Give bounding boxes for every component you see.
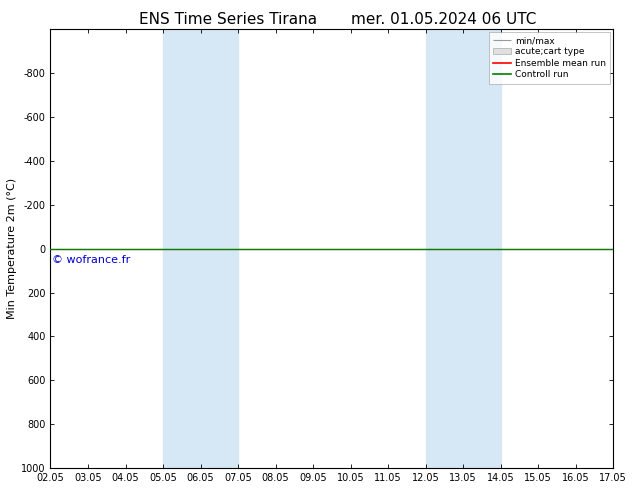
Bar <box>425 29 501 468</box>
Text: mer. 01.05.2024 06 UTC: mer. 01.05.2024 06 UTC <box>351 12 536 27</box>
Text: ENS Time Series Tirana: ENS Time Series Tirana <box>139 12 317 27</box>
Legend: min/max, acute;cart type, Ensemble mean run, Controll run: min/max, acute;cart type, Ensemble mean … <box>489 32 611 83</box>
Y-axis label: Min Temperature 2m (°C): Min Temperature 2m (°C) <box>7 178 17 319</box>
Text: © wofrance.fr: © wofrance.fr <box>53 255 131 265</box>
Bar <box>163 29 238 468</box>
